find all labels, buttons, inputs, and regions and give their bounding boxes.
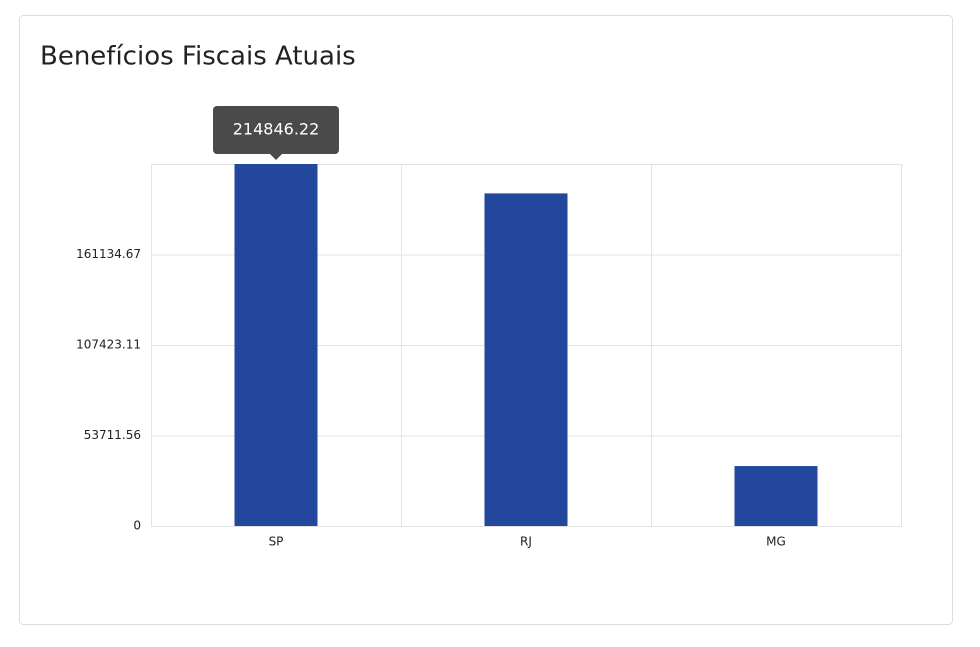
bar: [484, 193, 568, 527]
tooltip-value: 214846.22: [233, 120, 320, 139]
y-tick-label: 0: [133, 519, 141, 533]
x-tick-label: RJ: [520, 535, 532, 549]
chart-title: Benefícios Fiscais Atuais: [40, 42, 356, 72]
x-tick-label: SP: [269, 535, 284, 549]
bar: [734, 466, 818, 526]
x-tick-label: MG: [766, 535, 786, 549]
bar: [234, 164, 318, 526]
y-tick-label: 53711.56: [84, 428, 141, 442]
y-tick-label: 107423.11: [76, 338, 141, 352]
tooltip-arrow: [270, 154, 282, 160]
y-tick-label: 161134.67: [76, 247, 141, 261]
tooltip: [213, 106, 339, 154]
